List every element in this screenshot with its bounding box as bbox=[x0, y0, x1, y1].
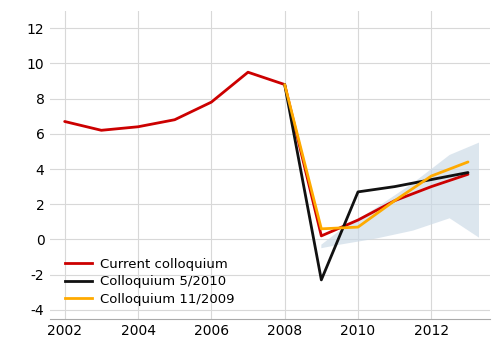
Legend: Current colloquium, Colloquium 5/2010, Colloquium 11/2009: Current colloquium, Colloquium 5/2010, C… bbox=[66, 258, 234, 306]
Polygon shape bbox=[322, 143, 479, 248]
